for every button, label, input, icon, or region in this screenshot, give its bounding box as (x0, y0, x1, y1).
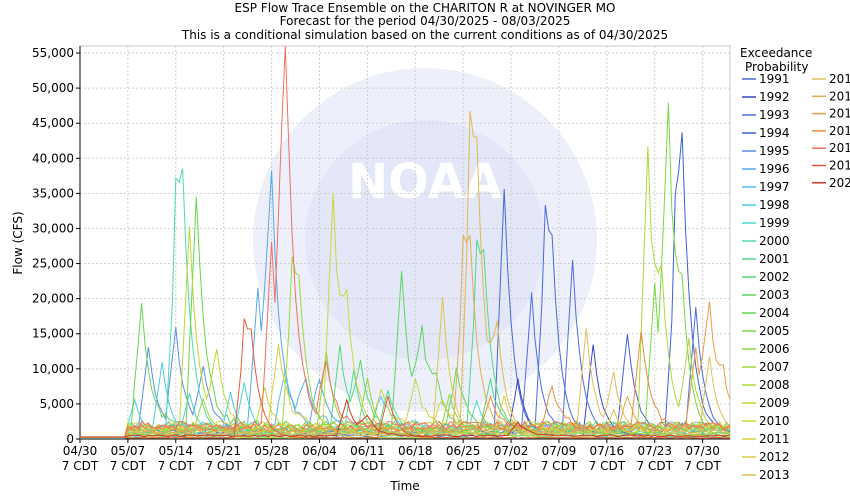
x-axis-label: Time (389, 479, 419, 493)
legend-label-2005: 2005 (759, 324, 790, 338)
series-line-2017 (80, 331, 731, 438)
y-tick-label: 25,000 (32, 257, 74, 271)
x-tick-label: 06/25 (446, 444, 481, 458)
x-tick-sublabel: 7 CDT (589, 459, 626, 473)
x-tick-sublabel: 7 CDT (205, 459, 242, 473)
x-tick-sublabel: 7 CDT (158, 459, 195, 473)
legend-title-line-1: Exceedance (740, 46, 812, 60)
legend-label-1993: 1993 (759, 108, 790, 122)
x-tick-label: 05/14 (158, 444, 193, 458)
legend-label-2017: 2017 (829, 124, 850, 138)
legend-label-2018: 2018 (829, 141, 850, 155)
legend-label-2012: 2012 (759, 450, 790, 464)
x-tick-label: 04/30 (63, 444, 98, 458)
x-tick-sublabel: 7 CDT (349, 459, 386, 473)
chart-title-line-3: This is a conditional simulation based o… (181, 28, 668, 42)
x-tick-label: 07/09 (542, 444, 577, 458)
legend-label-2009: 2009 (759, 396, 790, 410)
y-tick-label: 50,000 (32, 81, 74, 95)
x-tick-sublabel: 7 CDT (110, 459, 147, 473)
legend-label-2004: 2004 (759, 306, 790, 320)
legend-label-2014: 2014 (829, 72, 850, 86)
axes: 0 5,000 10,000 15,000 20,000 25,000 30,000 35,0… (32, 46, 730, 473)
legend-label-2010: 2010 (759, 414, 790, 428)
y-tick-label: 10,000 (32, 362, 74, 376)
x-tick-label: 07/23 (637, 444, 672, 458)
chart-titles: ESP Flow Trace Ensemble on the CHARITON … (11, 1, 668, 493)
x-tick-label: 07/16 (590, 444, 625, 458)
series-line-1995 (80, 327, 731, 439)
legend-label-1996: 1996 (759, 162, 790, 176)
x-tick-label: 07/02 (494, 444, 529, 458)
legend-label-2000: 2000 (759, 234, 790, 248)
legend-label-1999: 1999 (759, 216, 790, 230)
x-tick-sublabel: 7 CDT (541, 459, 578, 473)
x-tick-sublabel: 7 CDT (301, 459, 338, 473)
y-tick-label: 40,000 (32, 151, 74, 165)
y-tick-label: 55,000 (32, 46, 74, 60)
legend-label-2007: 2007 (759, 360, 790, 374)
legend-label-2020: 2020 (829, 176, 850, 190)
x-tick-label: 05/21 (206, 444, 241, 458)
chart-title-line-2: Forecast for the period 04/30/2025 - 08/… (280, 14, 571, 28)
legend-label-1992: 1992 (759, 90, 790, 104)
legend-label-1998: 1998 (759, 198, 790, 212)
series-lines (80, 45, 731, 439)
y-tick-label: 35,000 (32, 186, 74, 200)
legend-label-2019: 2019 (829, 159, 850, 173)
y-tick-label: 45,000 (32, 116, 74, 130)
y-tick-label: 0 (66, 432, 74, 446)
series-line-2018 (80, 45, 731, 438)
series-line-2020 (80, 398, 731, 438)
y-axis-label: Flow (CFS) (11, 211, 25, 274)
legend-label-1997: 1997 (759, 180, 790, 194)
legend-label-1994: 1994 (759, 126, 790, 140)
legend-label-2008: 2008 (759, 378, 790, 392)
chart-title-line-1: ESP Flow Trace Ensemble on the CHARITON … (235, 1, 616, 15)
legend-title-line-2: Probability (745, 60, 808, 74)
legend-label-2011: 2011 (759, 432, 790, 446)
noaa-watermark: NOAA (253, 68, 597, 412)
y-tick-label: 30,000 (32, 221, 74, 235)
legend-label-2003: 2003 (759, 288, 790, 302)
legend-label-2001: 2001 (759, 252, 790, 266)
x-tick-label: 05/28 (254, 444, 289, 458)
x-tick-sublabel: 7 CDT (253, 459, 290, 473)
x-tick-sublabel: 7 CDT (684, 459, 721, 473)
series-line-2003 (80, 270, 731, 439)
legend: Exceedance Probability 1991 1992 1993 1994 1… (740, 46, 850, 482)
legend-label-2016: 2016 (829, 107, 850, 121)
series-line-2000 (80, 168, 730, 439)
legend-label-1995: 1995 (759, 144, 790, 158)
x-tick-label: 06/04 (302, 444, 337, 458)
legend-label-2006: 2006 (759, 342, 790, 356)
x-tick-sublabel: 7 CDT (397, 459, 434, 473)
legend-label-2015: 2015 (829, 89, 850, 103)
y-tick-label: 20,000 (32, 292, 74, 306)
x-tick-sublabel: 7 CDT (445, 459, 482, 473)
y-tick-label: 15,000 (32, 327, 74, 341)
x-tick-sublabel: 7 CDT (62, 459, 99, 473)
series-line-2004 (80, 196, 731, 439)
legend-label-2013: 2013 (759, 468, 790, 482)
x-tick-label: 07/30 (685, 444, 720, 458)
x-tick-label: 06/18 (398, 444, 433, 458)
x-tick-sublabel: 7 CDT (493, 459, 530, 473)
x-tick-label: 05/07 (111, 444, 146, 458)
series-line-2019 (80, 318, 731, 439)
x-tick-label: 06/11 (350, 444, 385, 458)
legend-label-1991: 1991 (759, 72, 790, 86)
y-tick-label: 5,000 (40, 397, 74, 411)
legend-label-2002: 2002 (759, 270, 790, 284)
watermark-logo-text: NOAA (348, 154, 502, 210)
x-tick-sublabel: 7 CDT (637, 459, 674, 473)
